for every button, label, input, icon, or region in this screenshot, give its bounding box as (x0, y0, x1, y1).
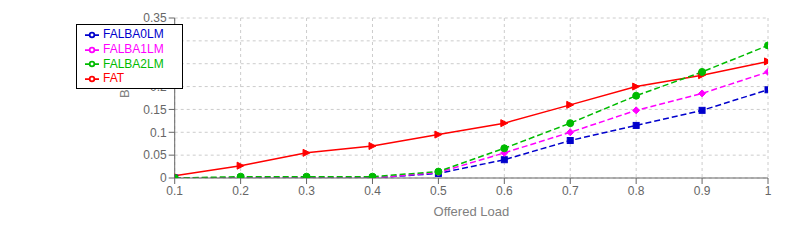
svg-text:0.2: 0.2 (150, 80, 167, 94)
svg-text:0.2: 0.2 (232, 184, 249, 198)
svg-text:0.5: 0.5 (430, 184, 447, 198)
svg-text:0.15: 0.15 (143, 103, 167, 117)
svg-text:0.7: 0.7 (562, 184, 579, 198)
svg-text:Offered Load: Offered Load (434, 204, 510, 219)
svg-text:0.3: 0.3 (150, 34, 167, 48)
svg-text:0.6: 0.6 (496, 184, 513, 198)
svg-text:0.1: 0.1 (166, 184, 183, 198)
svg-text:0: 0 (160, 171, 167, 185)
svg-text:0.8: 0.8 (628, 184, 645, 198)
svg-text:1: 1 (765, 184, 772, 198)
svg-text:0.05: 0.05 (143, 148, 167, 162)
svg-text:0.4: 0.4 (364, 184, 381, 198)
svg-text:0.1: 0.1 (150, 126, 167, 140)
svg-text:0.3: 0.3 (298, 184, 315, 198)
svg-text:0.35: 0.35 (143, 11, 167, 25)
svg-text:0.9: 0.9 (694, 184, 711, 198)
svg-text:0.25: 0.25 (143, 57, 167, 71)
svg-text:BLR: BLR (117, 73, 132, 98)
